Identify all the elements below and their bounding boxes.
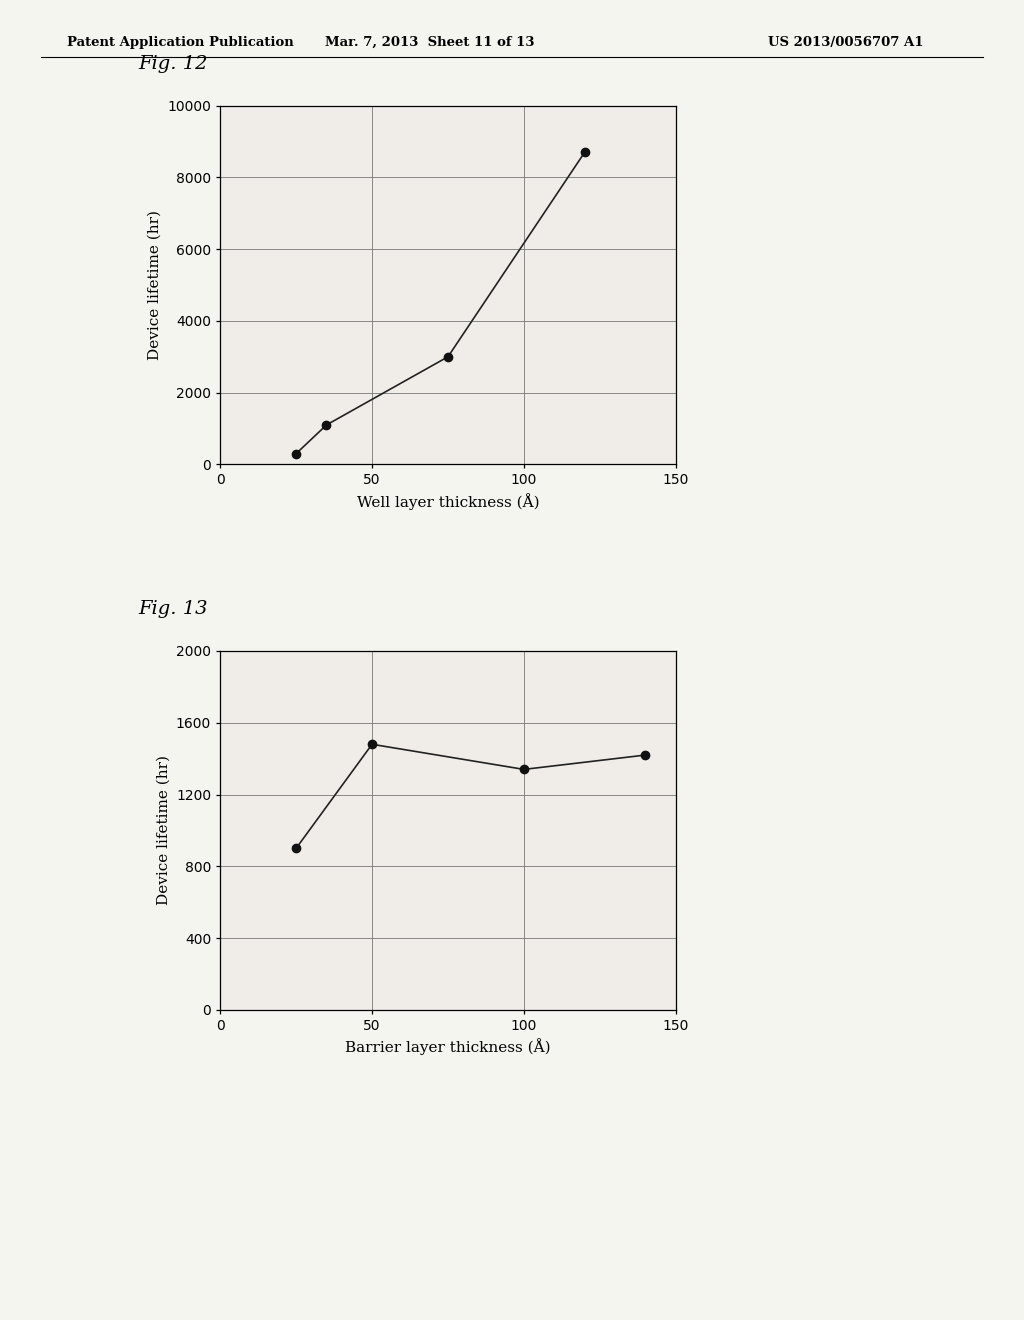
X-axis label: Barrier layer thickness (Å): Barrier layer thickness (Å) <box>345 1039 551 1055</box>
Text: Patent Application Publication: Patent Application Publication <box>67 36 293 49</box>
Text: Fig. 12: Fig. 12 <box>138 54 208 73</box>
Y-axis label: Device lifetime (hr): Device lifetime (hr) <box>147 210 162 360</box>
Y-axis label: Device lifetime (hr): Device lifetime (hr) <box>157 755 170 906</box>
Text: Mar. 7, 2013  Sheet 11 of 13: Mar. 7, 2013 Sheet 11 of 13 <box>326 36 535 49</box>
Text: Fig. 13: Fig. 13 <box>138 601 208 618</box>
X-axis label: Well layer thickness (Å): Well layer thickness (Å) <box>356 492 540 510</box>
Text: US 2013/0056707 A1: US 2013/0056707 A1 <box>768 36 924 49</box>
